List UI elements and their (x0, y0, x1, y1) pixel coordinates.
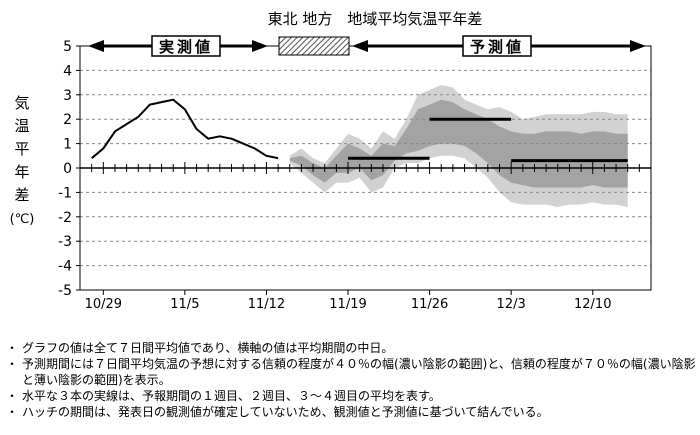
y-axis-label-char: 温 (14, 117, 29, 135)
hatched-period-box (278, 36, 350, 56)
y-tick-label: 0 (63, 161, 72, 177)
y-axis-label-char: 差 (14, 186, 29, 204)
y-tick-label: -4 (58, 259, 72, 275)
chart-notes: グラフの値は全て７日間平均値であり、横軸の値は平均期間の中日。 予測期間には７日… (6, 340, 696, 420)
y-tick-label: 1 (63, 137, 72, 153)
forecast-period-label: 予測値 (470, 38, 524, 56)
x-tick-label: 11/26 (411, 297, 448, 312)
note-item: グラフの値は全て７日間平均値であり、横軸の値は平均期間の中日。 (6, 340, 696, 356)
observed-period-label-box (151, 35, 221, 57)
grid-lines (80, 69, 651, 267)
data-lines (91, 98, 628, 163)
x-tick-label: 12/10 (574, 297, 611, 312)
forecast-period-label-box (462, 35, 532, 57)
period-indicators: 実測値 予測値 (88, 35, 646, 57)
note-item: 水平な３本の実線は、予報期間の１週目、２週目、３～４週目の平均を表す。 (6, 388, 696, 404)
temperature-anomaly-chart: 東北 地方 地域平均気温平年差 気温平年差 (℃) 5 4 3 2 1 0 -1 -2 -3 -4 -… (10, 10, 652, 312)
y-tick-label: 3 (63, 88, 72, 104)
y-axis-label-char: 平 (14, 140, 29, 158)
axes: 5 4 3 2 1 0 -1 -2 -3 -4 -5 10/29 11/5 11/12 11/19 11/26… (58, 39, 652, 312)
y-tick-label: -3 (58, 234, 72, 250)
x-tick-label: 11/19 (329, 297, 366, 312)
x-tick-label: 11/12 (248, 297, 285, 312)
x-tick-label: 12/3 (497, 297, 526, 312)
y-tick-label: 4 (63, 63, 72, 79)
y-axis-label-char: (℃) (10, 212, 35, 227)
y-tick-label: -1 (58, 185, 72, 201)
y-tick-label: -5 (58, 283, 72, 299)
y-tick-label: -2 (58, 210, 72, 226)
observed-period-label: 実測値 (159, 38, 213, 56)
y-tick-label: 5 (63, 39, 72, 55)
y-axis-label-char: 気 (14, 94, 29, 112)
observed-line (91, 98, 279, 160)
forecast-bands (289, 85, 628, 207)
note-item: 予測期間には７日間平均気温の予想に対する信頼の程度が４０％の幅(濃い陰影の範囲)… (6, 356, 696, 388)
y-tick-label: 2 (63, 112, 72, 128)
y-axis-label-char: 年 (14, 163, 29, 181)
y-axis-label: 気温平年差 (℃) (10, 94, 35, 227)
note-item: ハッチの期間は、発表日の観測値が確定していないため、観測値と予測値に基づいて結ん… (6, 404, 696, 420)
x-tick-label: 11/5 (170, 297, 199, 312)
chart-title: 東北 地方 地域平均気温平年差 (268, 10, 483, 28)
x-tick-label: 10/29 (85, 297, 122, 312)
